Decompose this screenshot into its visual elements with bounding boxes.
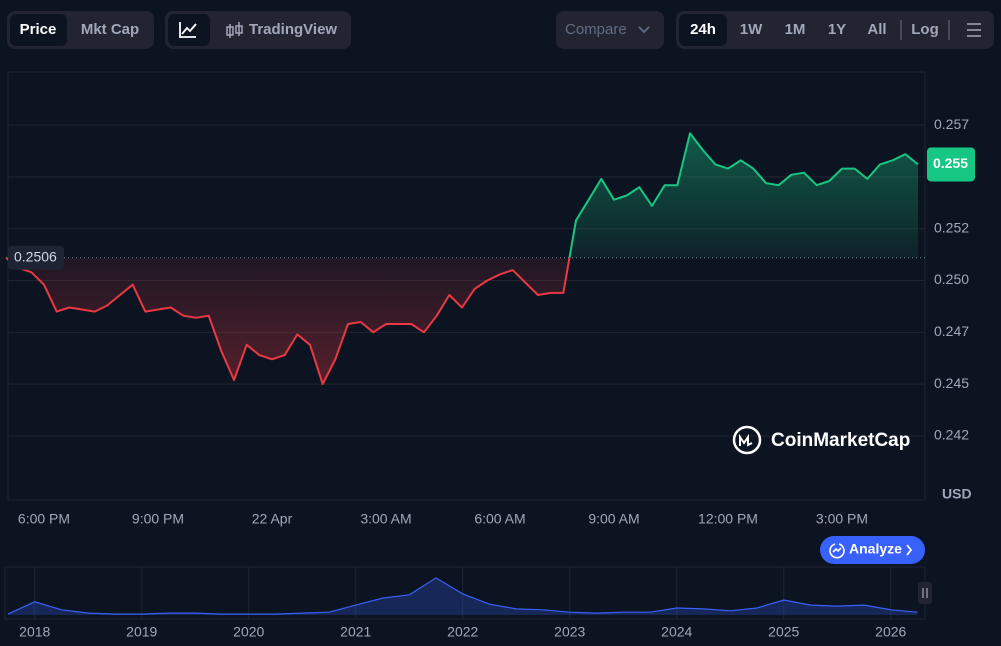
- compare-label: Compare: [565, 21, 627, 38]
- x-tick-label: 2021: [340, 624, 371, 640]
- last-price-tag: [927, 147, 975, 182]
- x-tick-label: 3:00 PM: [816, 511, 868, 527]
- candle-icon: [226, 22, 243, 38]
- x-tick-label: 22 Apr: [252, 511, 293, 527]
- x-tick-label: 9:00 PM: [132, 511, 184, 527]
- analyze-button[interactable]: [820, 536, 925, 564]
- range-group: [676, 11, 994, 49]
- navigator: 2018 2019 2020 2021 2022 2023 2024 2025 2026: [7, 567, 918, 640]
- analyze-chevron: [906, 544, 913, 556]
- area-fill: [6, 133, 918, 385]
- price-tab[interactable]: [10, 14, 67, 46]
- chart-panel: [7, 71, 926, 501]
- x-tick-label: 2024: [661, 624, 692, 640]
- logo: [732, 425, 762, 455]
- baseline-tag: [8, 245, 64, 270]
- x-tick-label: 2019: [126, 624, 157, 640]
- logo-mark: [739, 433, 753, 447]
- x-tick-label: 2022: [447, 624, 478, 640]
- chevron: [638, 26, 650, 34]
- nav-line: [7, 577, 918, 615]
- analyze-icon: [829, 543, 845, 559]
- x-tick-label: 6:00 AM: [474, 511, 525, 527]
- log-button[interactable]: Log: [911, 21, 939, 38]
- watermark-text: CoinMarketCap: [771, 430, 910, 451]
- price-label: Price: [20, 21, 57, 38]
- x-tick-label: 12:00 PM: [698, 511, 758, 527]
- tradingview-button[interactable]: TradingView: [249, 21, 337, 38]
- analyze-label: Analyze: [849, 541, 902, 557]
- x-tick-label: 6:00 PM: [18, 511, 70, 527]
- range-button[interactable]: 1M: [785, 21, 806, 38]
- mktcap-tab[interactable]: Mkt Cap: [81, 21, 139, 38]
- y-tick-label: 0.245: [934, 375, 969, 391]
- x-tick-label: 2018: [19, 624, 50, 640]
- range-button[interactable]: 1W: [740, 21, 763, 38]
- x-tick-label: 9:00 AM: [588, 511, 639, 527]
- nav-area: [8, 577, 918, 615]
- range-button[interactable]: 24h: [690, 21, 716, 38]
- y-tick-label: 0.247: [934, 323, 969, 339]
- baseline-label: 0.2506: [14, 248, 57, 264]
- x-tick-label: 2023: [554, 624, 585, 640]
- price-line: [5, 132, 919, 386]
- x-tick-label: 2026: [875, 624, 906, 640]
- currency-label: USD: [942, 486, 972, 502]
- chart-type-group: [165, 11, 351, 49]
- y-tick-label: 0.252: [934, 219, 969, 235]
- settings-icon[interactable]: [967, 23, 981, 37]
- line-icon: [179, 22, 197, 38]
- y-tick-label: 0.250: [934, 271, 969, 287]
- watermark: CoinMarketCap: [732, 425, 910, 455]
- range-button[interactable]: 1Y: [828, 21, 846, 38]
- compare-button[interactable]: [556, 11, 664, 49]
- x-tick-label: 2020: [233, 624, 264, 640]
- y-tick-label: 0.257: [934, 116, 969, 132]
- y-tick-label: 0.242: [934, 427, 969, 443]
- handle-grip: [922, 588, 928, 598]
- range-button[interactable]: All: [867, 21, 886, 38]
- last-price-label: 0.255: [933, 155, 968, 171]
- x-tick-label: 3:00 AM: [360, 511, 411, 527]
- navigator-handle[interactable]: [918, 582, 932, 604]
- x-tick-label: 2025: [768, 624, 799, 640]
- range-active: [679, 14, 727, 46]
- main-chart: 0.257 0.255 0.252 0.250 0.247 0.245 0.242 6:00 …: [5, 116, 975, 527]
